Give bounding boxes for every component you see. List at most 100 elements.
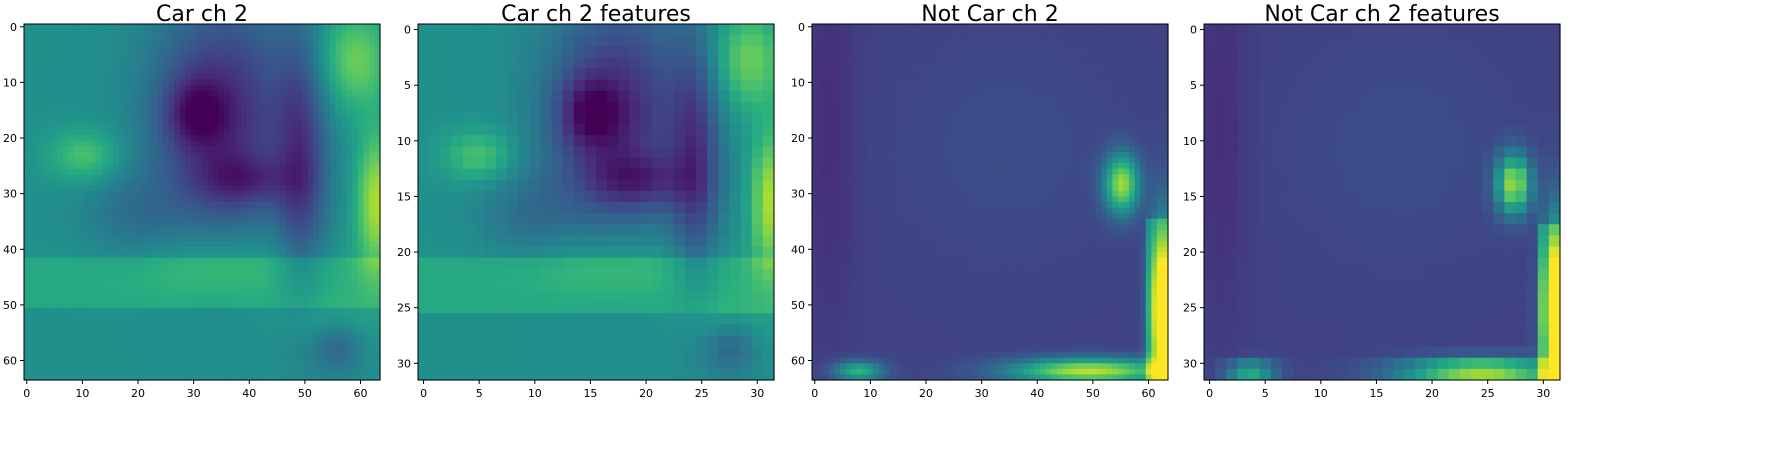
heatmap-cell xyxy=(685,213,697,225)
heatmap-cell xyxy=(324,35,331,42)
heatmap-cell xyxy=(74,252,81,259)
heatmap-cell xyxy=(229,146,236,153)
heatmap-cell xyxy=(90,190,97,198)
heatmap-cell xyxy=(352,235,359,242)
heatmap-cell xyxy=(40,174,47,181)
heatmap-cell xyxy=(357,29,364,36)
heatmap-cell xyxy=(268,329,275,337)
heatmap-cell xyxy=(213,285,220,292)
heatmap-cell xyxy=(374,224,381,231)
heatmap-cell xyxy=(363,107,370,114)
heatmap-cell xyxy=(507,68,519,81)
heatmap-cell xyxy=(118,51,125,58)
heatmap-cell xyxy=(124,213,131,220)
heatmap-cell xyxy=(341,313,348,320)
heatmap-cell xyxy=(107,352,114,359)
heatmap-cell xyxy=(346,196,353,203)
heatmap-cell xyxy=(68,229,75,236)
heatmap-cell xyxy=(318,346,325,353)
heatmap-cell xyxy=(140,346,147,353)
heatmap-cell xyxy=(268,291,275,298)
heatmap-cell xyxy=(29,279,36,287)
heatmap-cell xyxy=(296,307,303,314)
heatmap-cell xyxy=(696,257,708,270)
heatmap-cell xyxy=(685,68,697,81)
heatmap-cell xyxy=(235,240,242,248)
heatmap-cell xyxy=(46,157,53,164)
heatmap-cell xyxy=(118,246,125,253)
heatmap-cell xyxy=(85,62,92,70)
heatmap-cell xyxy=(473,279,486,292)
heatmap-cell xyxy=(202,335,209,342)
heatmap-cell xyxy=(762,291,775,303)
heatmap-cell xyxy=(640,257,653,270)
heatmap-cell xyxy=(51,368,58,376)
heatmap-cell xyxy=(35,157,42,164)
heatmap-cell xyxy=(57,268,64,275)
heatmap-cell xyxy=(163,129,170,136)
heatmap-cell xyxy=(129,246,136,253)
heatmap-cell xyxy=(279,40,287,47)
heatmap-cell xyxy=(229,368,236,376)
heatmap-cell xyxy=(124,257,131,264)
heatmap-cell xyxy=(335,113,342,120)
heatmap-cell xyxy=(640,179,653,192)
heatmap-cell xyxy=(218,352,225,359)
heatmap-cell xyxy=(40,118,47,125)
heatmap-cell xyxy=(107,302,114,309)
heatmap-cell xyxy=(584,135,597,147)
heatmap-cell xyxy=(357,224,364,231)
heatmap-cell xyxy=(302,324,309,331)
heatmap-cell xyxy=(96,224,103,231)
heatmap-cell xyxy=(324,218,331,225)
heatmap-cell xyxy=(207,324,214,331)
heatmap-cell xyxy=(202,24,209,31)
heatmap-cell xyxy=(79,107,86,114)
heatmap-cell xyxy=(101,129,109,136)
heatmap-cell xyxy=(207,335,214,342)
heatmap-cell xyxy=(341,101,348,109)
heatmap-cell xyxy=(68,341,75,348)
heatmap-cell xyxy=(246,29,253,36)
heatmap-cell xyxy=(363,24,370,31)
heatmap-cell xyxy=(207,57,214,64)
heatmap-cell xyxy=(291,140,298,147)
heatmap-cell xyxy=(40,96,47,103)
heatmap-cell xyxy=(46,352,53,359)
heatmap-cell xyxy=(146,68,153,75)
heatmap-cell xyxy=(129,357,136,364)
heatmap-cell xyxy=(151,46,159,53)
heatmap-cell xyxy=(90,363,97,370)
heatmap-cell xyxy=(596,213,608,225)
heatmap-cell xyxy=(662,190,675,203)
heatmap-cell xyxy=(252,235,259,242)
heatmap-cell xyxy=(296,240,303,248)
heatmap-cell xyxy=(151,324,159,331)
heatmap-cell xyxy=(279,190,287,198)
heatmap-cell xyxy=(113,346,120,353)
heatmap-cell xyxy=(235,357,242,364)
heatmap-cell xyxy=(29,318,36,325)
heatmap-cell xyxy=(113,374,120,381)
heatmap-cell xyxy=(146,263,153,270)
heatmap-cell xyxy=(224,46,231,53)
heatmap-cell xyxy=(240,179,248,186)
heatmap-cell xyxy=(157,129,164,136)
heatmap-cell xyxy=(363,163,370,170)
heatmap-cell xyxy=(313,363,320,370)
heatmap-cell xyxy=(562,68,575,81)
heatmap-cell xyxy=(113,135,120,142)
heatmap-cell xyxy=(279,107,287,114)
heatmap-cell xyxy=(24,202,31,209)
heatmap-cell xyxy=(329,374,337,381)
heatmap-cell xyxy=(74,291,81,298)
heatmap-cell xyxy=(307,90,314,97)
heatmap-cell xyxy=(335,168,342,175)
heatmap-cell xyxy=(46,35,53,42)
heatmap-cell xyxy=(596,113,608,125)
heatmap-cell xyxy=(368,85,376,92)
heatmap-cell xyxy=(24,40,31,47)
heatmap-cell xyxy=(335,246,342,253)
heatmap-cell xyxy=(218,313,225,320)
